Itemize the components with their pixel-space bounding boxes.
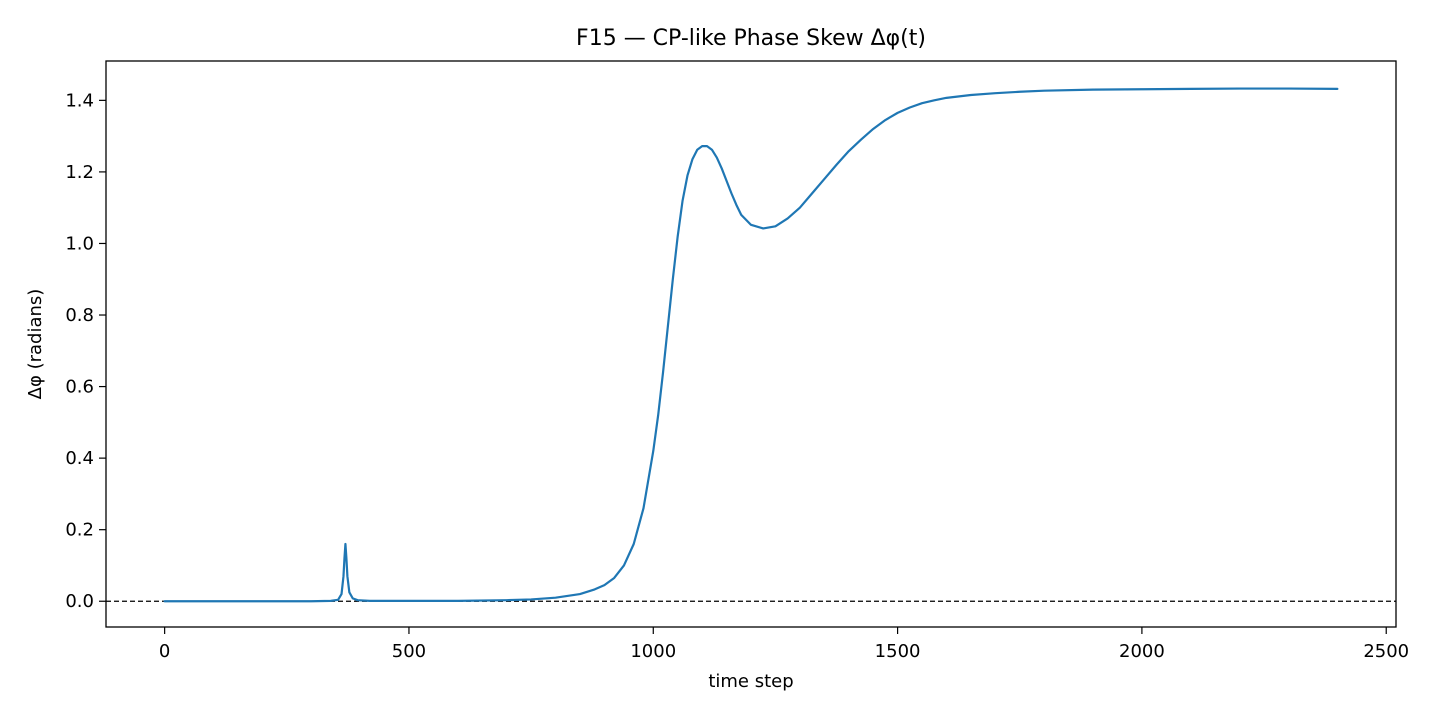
series-line-0 xyxy=(163,87,1339,603)
y-tick-label: 0.0 xyxy=(65,591,94,612)
x-tick-label: 500 xyxy=(392,641,426,662)
y-tick-label: 0.2 xyxy=(65,520,94,541)
x-tick-label: 1500 xyxy=(875,641,921,662)
y-axis-label: Δφ (radians) xyxy=(25,289,46,400)
y-tick-label: 1.2 xyxy=(65,162,94,183)
y-tick-label: 0.6 xyxy=(65,377,94,398)
plot-frame xyxy=(105,60,1397,628)
y-tick-label: 1.4 xyxy=(65,90,94,111)
chart-title: F15 — CP-like Phase Skew Δφ(t) xyxy=(576,26,926,51)
x-tick-label: 2500 xyxy=(1363,641,1409,662)
x-axis-label: time step xyxy=(708,671,793,692)
y-axis-ticks: 0.0 0.2 0.4 0.6 0.8 1.0 1.2 1.4 xyxy=(65,90,106,612)
x-tick-label: 0 xyxy=(159,641,170,662)
plot-area xyxy=(106,87,1396,603)
x-tick-label: 2000 xyxy=(1119,641,1165,662)
x-tick-label: 1000 xyxy=(630,641,676,662)
y-tick-label: 0.8 xyxy=(65,305,94,326)
y-tick-label: 1.0 xyxy=(65,233,94,254)
y-tick-label: 0.4 xyxy=(65,448,94,469)
x-axis-ticks: 0 500 1000 1500 2000 2500 xyxy=(159,627,1409,662)
